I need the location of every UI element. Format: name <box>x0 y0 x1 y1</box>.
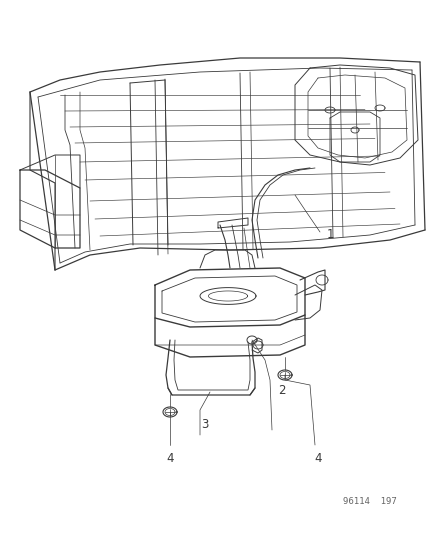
Text: 96114  197: 96114 197 <box>343 497 396 506</box>
Text: 2: 2 <box>278 384 285 397</box>
Text: 4: 4 <box>314 451 321 464</box>
Text: 1: 1 <box>325 229 333 241</box>
Text: 4: 4 <box>166 451 173 464</box>
Text: 3: 3 <box>201 418 208 432</box>
